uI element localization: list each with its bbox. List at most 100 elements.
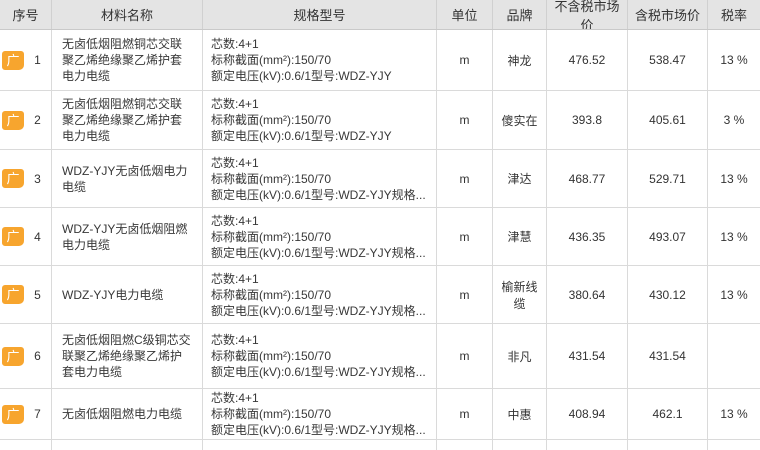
table-row[interactable]: 广 1 无卤低烟阻燃铜芯交联聚乙烯绝缘聚乙烯护套电力电缆 芯数:4+1 标称截面(mm… — [0, 30, 760, 91]
row-unit: m — [459, 171, 470, 186]
brand-cell: 津慧 — [493, 208, 547, 265]
row-brand: 非凡 — [507, 349, 532, 364]
column-header-spec: 规格型号 — [203, 0, 437, 29]
name-cell: 无卤低烟阻燃铜芯交联聚乙烯绝缘聚乙烯护套电力电缆 — [52, 30, 203, 90]
price_inc_tax-cell: 493.07 — [628, 208, 708, 265]
price_ex_tax-cell: 380.64 — [547, 266, 628, 323]
table-row[interactable]: 广 7 无卤低烟阻燃电力电缆 芯数:4+1 标称截面(mm²):150/70 额定电压… — [0, 389, 760, 440]
column-header-label: 序号 — [12, 8, 39, 23]
price_ex_tax-cell: 468.77 — [547, 150, 628, 207]
row-spec: 芯数:4+1 标称截面(mm²):150/70 额定电压(kV):0.6/1型号… — [211, 213, 426, 260]
price_inc_tax-cell: 430.12 — [628, 266, 708, 323]
row-brand: 中惠 — [507, 407, 532, 422]
row-brand: 榆新线缆 — [501, 279, 538, 311]
brand-cell: 榆新线缆 — [493, 266, 547, 323]
guangcai-link-icon[interactable]: 广 — [2, 169, 24, 188]
column-header-label: 品牌 — [506, 8, 533, 23]
row-unit: m — [459, 53, 470, 67]
guangcai-link-icon[interactable]: 广 — [2, 404, 24, 424]
column-header-name: 材料名称 — [52, 0, 203, 29]
row-tax_rate: 3 % — [723, 113, 745, 127]
column-header-label: 含税市场价 — [634, 8, 700, 23]
table-row[interactable]: 广 6 无卤低烟阻燃C级铜芯交联聚乙烯绝缘聚乙烯护套电力电缆 芯数:4+1 标称截面(… — [0, 324, 760, 389]
column-header-tax_rate: 税率 — [708, 0, 760, 29]
row-unit: m — [459, 229, 470, 244]
row-unit: m — [459, 113, 470, 127]
price_ex_tax-cell: 431.54 — [547, 324, 628, 388]
row-spec: 芯数:4+1 标称截面(mm²):150/70 额定电压(kV):0.6/1型号… — [211, 333, 426, 379]
row-unit: m — [459, 407, 470, 421]
row-unit: m — [459, 349, 470, 363]
tax_rate-cell: 3 % — [708, 91, 760, 149]
spec-cell: 芯数:4+1 标称截面(mm²):150/70 额定电压(kV):0.6/1型号… — [203, 266, 437, 323]
table-row[interactable]: 广 3 WDZ-YJY无卤低烟电力电缆 芯数:4+1 标称截面(mm²):150/70… — [0, 150, 760, 208]
guangcai-link-icon[interactable]: 广 — [2, 110, 24, 130]
spec-cell: 芯数:4+1 标称截面(mm²):150/70 额定电压(kV):0.6/1型号… — [203, 324, 437, 388]
name-cell: 无卤低烟阻燃电力电缆 — [52, 389, 203, 439]
unit-cell: m — [437, 389, 493, 439]
row-name: 无卤低烟阻燃铜芯交联聚乙烯绝缘聚乙烯护套电力电缆 — [62, 97, 183, 143]
guangcai-link-icon[interactable]: 广 — [2, 227, 24, 246]
price_inc_tax-cell: 529.71 — [628, 150, 708, 207]
tax_rate-cell: 13 % — [708, 208, 760, 265]
row-name: WDZ-YJY无卤低烟电力电缆 — [62, 163, 188, 194]
row-spec: 芯数:4+1 标称截面(mm²):150/70 额定电压(kV):0.6/1型号… — [211, 37, 392, 83]
price_inc_tax-cell: 431.54 — [628, 324, 708, 388]
row-seq: 3 — [34, 171, 41, 186]
spec-cell: 芯数:4+1 标称截面(mm²):150/70 额定电压(kV):0.6/1型号… — [203, 91, 437, 149]
row-price_inc_tax: 493.07 — [649, 229, 686, 244]
price_ex_tax-cell: 436.35 — [547, 208, 628, 265]
row-tax_rate: 13 % — [720, 53, 748, 67]
tax_rate-cell: 13 % — [708, 30, 760, 90]
guangcai-link-icon[interactable]: 广 — [2, 346, 24, 366]
table-row[interactable]: 广 4 WDZ-YJY无卤低烟阻燃电力电缆 芯数:4+1 标称截面(mm²):150/… — [0, 208, 760, 266]
empty-cell — [708, 440, 760, 450]
empty-cell — [203, 440, 437, 450]
row-price_ex_tax: 393.8 — [571, 113, 603, 127]
row-price_ex_tax: 436.35 — [568, 229, 606, 244]
tax_rate-cell: 13 % — [708, 266, 760, 323]
unit-cell: m — [437, 150, 493, 207]
guangcai-link-icon[interactable]: 广 — [2, 50, 24, 70]
column-header-seq: 序号 — [0, 0, 52, 29]
unit-cell: m — [437, 266, 493, 323]
empty-cell — [547, 440, 628, 450]
column-header-label: 规格型号 — [293, 8, 346, 23]
row-tax_rate: 13 % — [720, 287, 748, 302]
column-header-label: 材料名称 — [100, 8, 153, 23]
empty-cell — [0, 440, 52, 450]
price_inc_tax-cell: 462.1 — [628, 389, 708, 439]
row-spec: 芯数:4+1 标称截面(mm²):150/70 额定电压(kV):0.6/1型号… — [211, 271, 426, 318]
name-cell: WDZ-YJY电力电缆 — [52, 266, 203, 323]
row-seq: 5 — [34, 287, 41, 302]
row-price_inc_tax: 462.1 — [652, 407, 683, 421]
price_inc_tax-cell: 538.47 — [628, 30, 708, 90]
column-header-price_inc_tax: 含税市场价 — [628, 0, 708, 29]
column-header-label: 税率 — [720, 8, 747, 23]
column-header-brand: 品牌 — [493, 0, 547, 29]
row-seq: 4 — [34, 229, 41, 244]
row-name: 无卤低烟阻燃电力电缆 — [62, 407, 183, 421]
guangcai-link-icon[interactable]: 广 — [2, 285, 24, 304]
row-name: 无卤低烟阻燃C级铜芯交联聚乙烯绝缘聚乙烯护套电力电缆 — [62, 333, 191, 379]
column-header-label: 不含税市场价 — [554, 0, 620, 29]
spec-cell: 芯数:4+1 标称截面(mm²):150/70 额定电压(kV):0.6/1型号… — [203, 208, 437, 265]
unit-cell: m — [437, 30, 493, 90]
price_inc_tax-cell: 405.61 — [628, 91, 708, 149]
row-spec: 芯数:4+1 标称截面(mm²):150/70 额定电压(kV):0.6/1型号… — [211, 391, 426, 437]
unit-cell: m — [437, 208, 493, 265]
unit-cell: m — [437, 91, 493, 149]
row-name: WDZ-YJY无卤低烟阻燃电力电缆 — [62, 221, 188, 252]
row-spec: 芯数:4+1 标称截面(mm²):150/70 额定电压(kV):0.6/1型号… — [211, 155, 426, 202]
table-row[interactable]: 广 5 WDZ-YJY电力电缆 芯数:4+1 标称截面(mm²):150/70 额定电… — [0, 266, 760, 324]
table-row[interactable]: 广 2 无卤低烟阻燃铜芯交联聚乙烯绝缘聚乙烯护套电力电缆 芯数:4+1 标称截面(mm… — [0, 91, 760, 150]
brand-cell: 非凡 — [493, 324, 547, 388]
empty-cell — [628, 440, 708, 450]
row-price_inc_tax: 538.47 — [649, 53, 686, 67]
